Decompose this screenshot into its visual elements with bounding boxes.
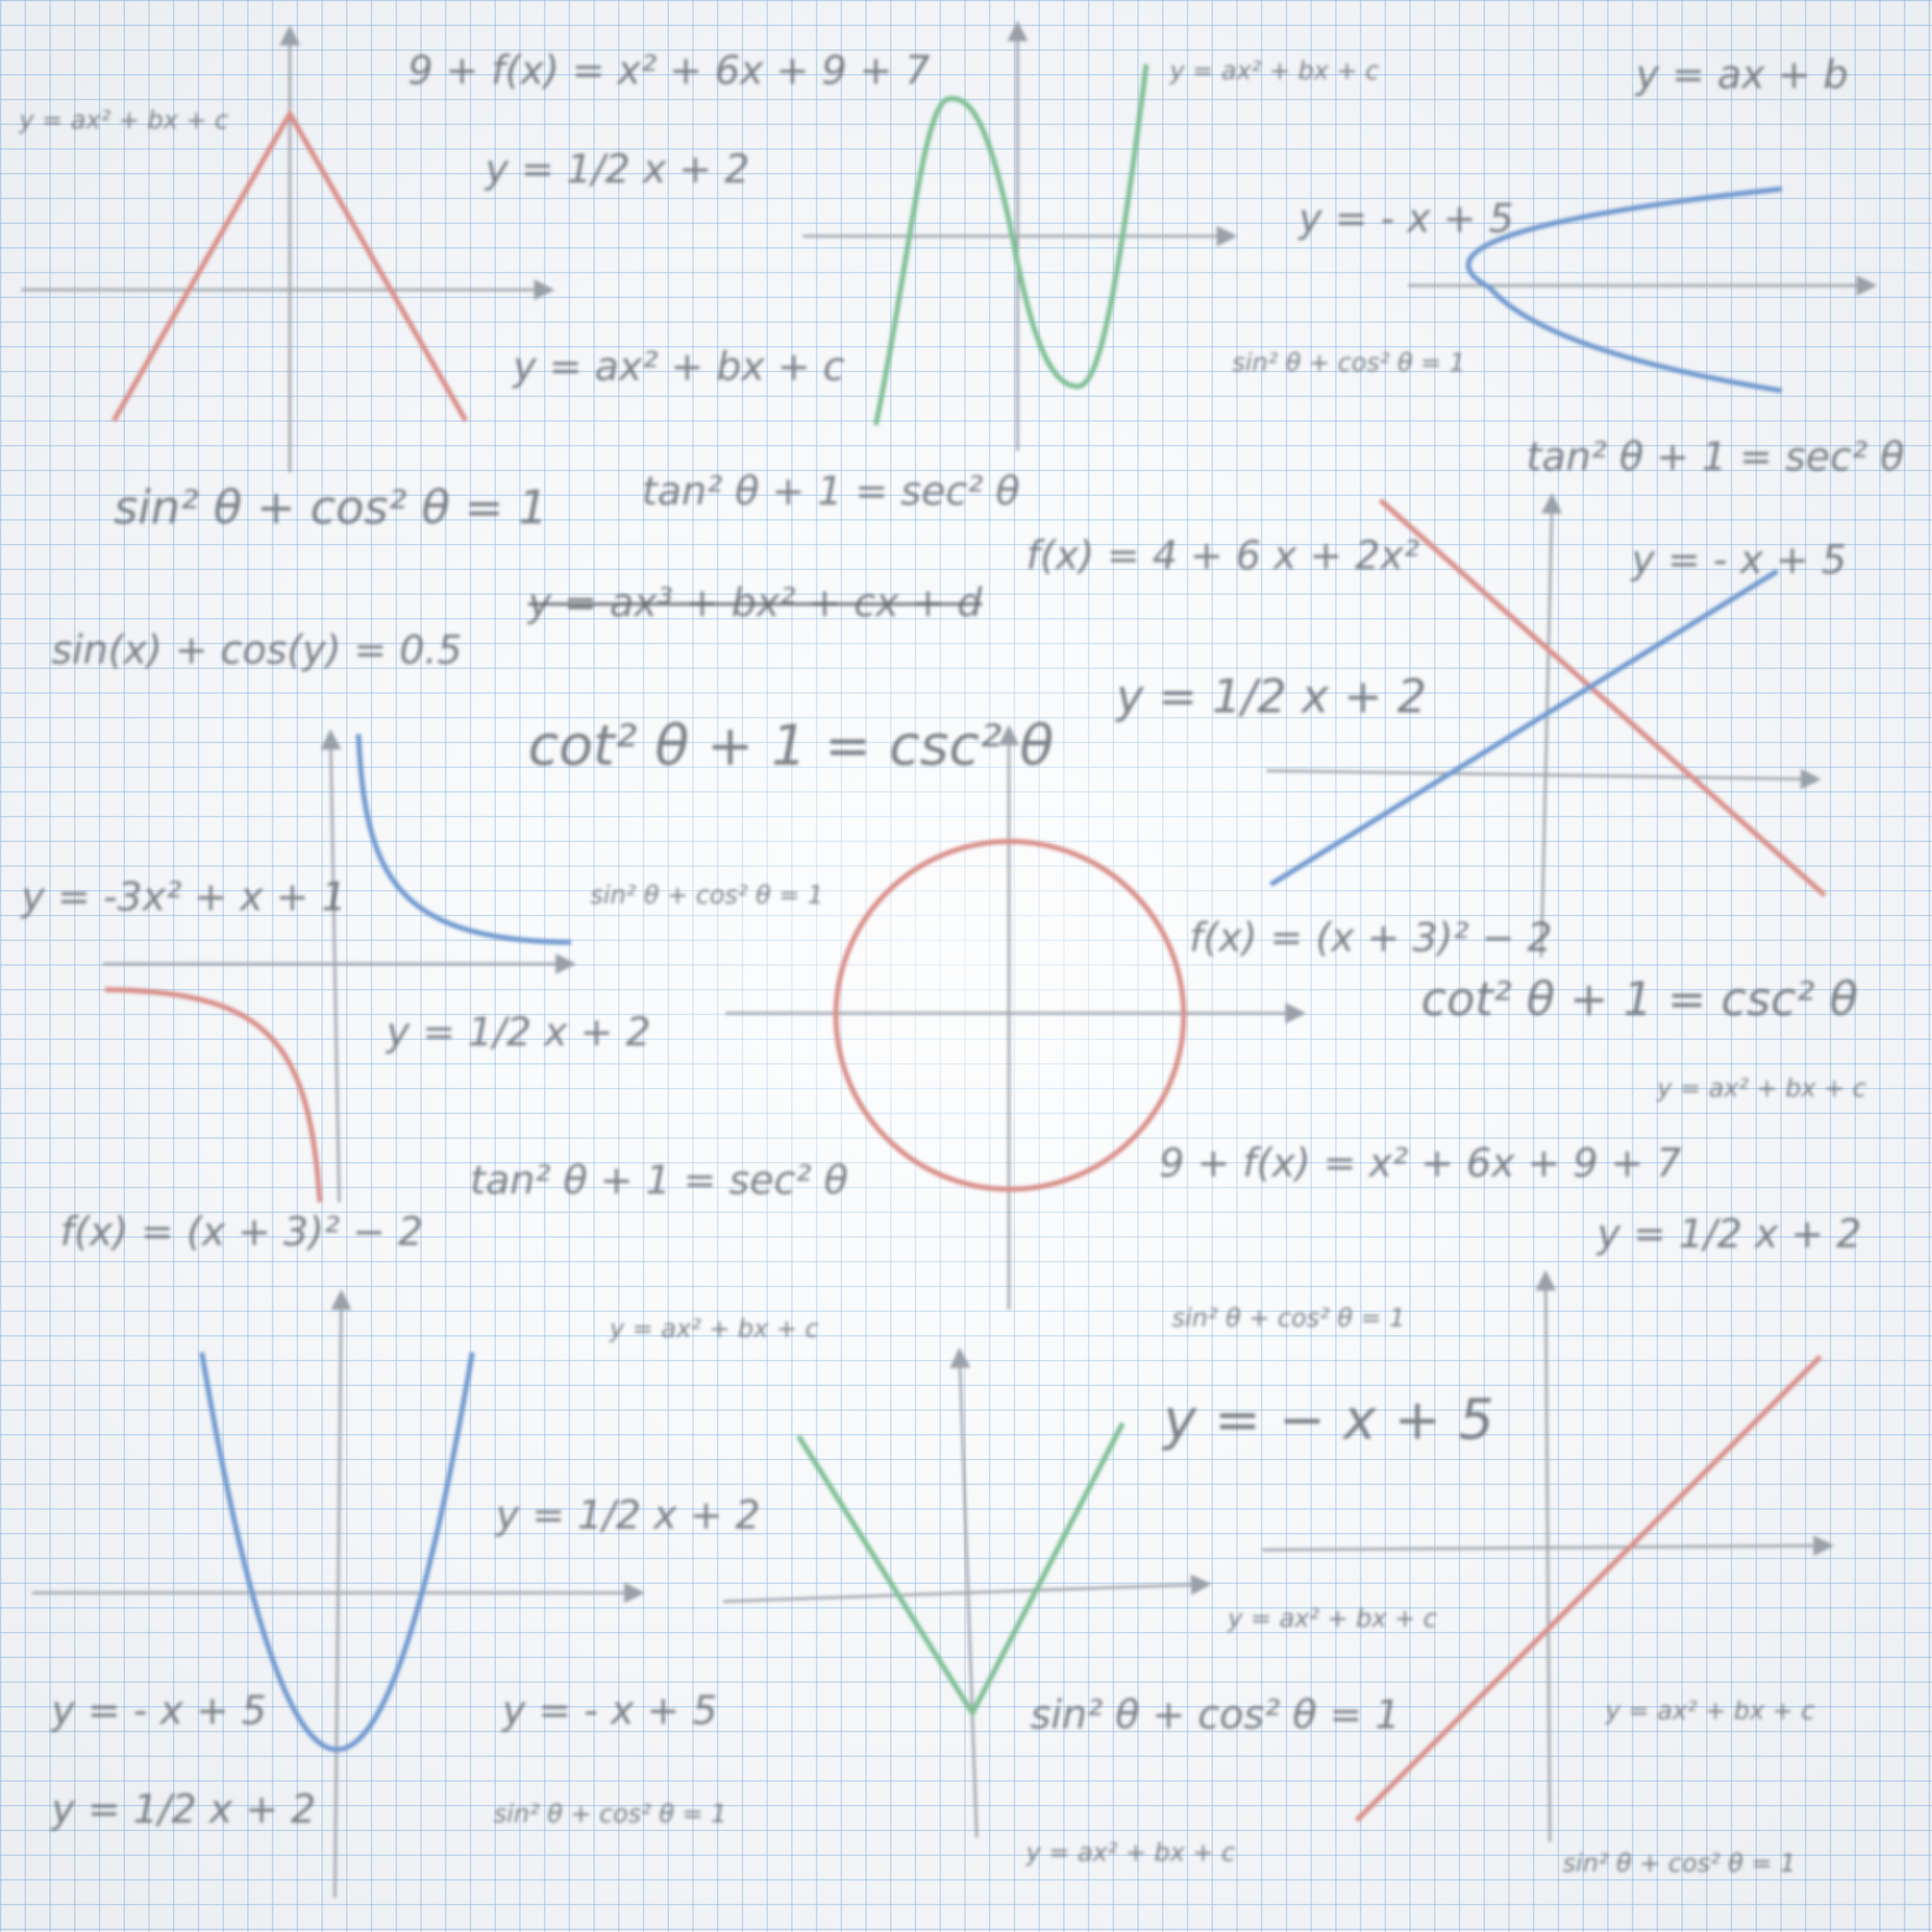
equation-text: y = ax² + bx + c xyxy=(19,105,228,134)
equation-text: y = ax² + bx + c xyxy=(513,343,845,389)
y-axis xyxy=(1540,493,1562,958)
equation-text: 9 + f(x) = x² + 6x + 9 + 7 xyxy=(408,47,930,93)
equation-text: y = − x + 5 xyxy=(1163,1387,1494,1452)
red-branch xyxy=(105,987,322,1203)
equation-text: y = - x + 5 xyxy=(502,1687,718,1733)
parabola-graph xyxy=(32,1289,645,1898)
equation-text: y = ax² + bx + c xyxy=(1657,1073,1866,1103)
curve xyxy=(111,108,468,422)
x-axis xyxy=(723,1574,1212,1603)
circle-curve xyxy=(833,839,1186,1192)
equation-text: cot² θ + 1 = csc² θ xyxy=(528,713,1054,778)
curve xyxy=(199,1352,475,1752)
equation-text: sin² θ + cos² θ = 1 xyxy=(114,481,548,535)
equation-text: sin² θ + cos² θ = 1 xyxy=(590,880,823,909)
equation-text: sin² θ + cos² θ = 1 xyxy=(494,1799,727,1828)
curve xyxy=(873,64,1149,426)
equation-text: sin² θ + cos² θ = 1 xyxy=(1232,348,1465,377)
equation-text: y = - x + 5 xyxy=(1299,195,1514,241)
blue-branch xyxy=(356,734,571,945)
x-axis xyxy=(1262,1535,1834,1556)
equation-text: tan² θ + 1 = sec² θ xyxy=(1526,434,1905,480)
equation-text: tan² θ + 1 = sec² θ xyxy=(642,468,1020,514)
equation-text: f(x) = (x + 3)² − 2 xyxy=(1189,914,1552,960)
equation-text: y = 1/2 x + 2 xyxy=(1116,670,1427,723)
equation-text-struck: y = ax³ + bx² + cx + d xyxy=(528,580,982,626)
equation-text: tan² θ + 1 = sec² θ xyxy=(470,1157,848,1203)
equation-text: sin(x) + cos(y) = 0.5 xyxy=(52,627,462,673)
equation-text: y = ax² + bx + c xyxy=(1026,1838,1235,1867)
x-axis xyxy=(1266,769,1821,790)
equation-text: y = - x + 5 xyxy=(52,1687,267,1733)
equation-text: cot² θ + 1 = csc² θ xyxy=(1421,972,1858,1026)
hyperbola-graph xyxy=(103,729,576,1203)
equation-text: f(x) = 4 + 6 x + 2x² xyxy=(1026,532,1419,578)
blue-line xyxy=(1269,568,1779,887)
circle-graph xyxy=(726,725,1306,1309)
equation-text: y = 1/2 x + 2 xyxy=(485,146,750,192)
equation-text: y = -3x² + x + 1 xyxy=(21,874,347,920)
equation-text: y = 1/2 x + 2 xyxy=(1597,1211,1862,1257)
equation-text: y = - x + 5 xyxy=(1631,537,1847,583)
diagonal-line-graph xyxy=(1262,1270,1834,1842)
equation-text: y = 1/2 x + 2 xyxy=(496,1492,760,1538)
equation-text: y = ax² + bx + c xyxy=(1228,1604,1437,1633)
cubic-graph xyxy=(803,21,1237,451)
equation-text: y = 1/2 x + 2 xyxy=(386,1009,651,1055)
equation-text: sin² θ + cos² θ = 1 xyxy=(1172,1303,1405,1332)
red-line xyxy=(1379,498,1826,897)
equation-text: y = ax + b xyxy=(1636,52,1848,97)
curve xyxy=(1355,1355,1823,1823)
crossing-lines-graph xyxy=(1266,493,1826,958)
curve xyxy=(796,1422,1125,1719)
abs-valley-graph xyxy=(723,1347,1212,1838)
equation-text: y = ax² + bx + c xyxy=(1606,1696,1815,1725)
y-axis xyxy=(1535,1270,1556,1842)
y-axis xyxy=(320,729,341,1203)
equation-text: y = ax² + bx + c xyxy=(1170,56,1379,85)
equation-text: y = 1/2 x + 2 xyxy=(52,1786,316,1832)
equation-text: y = ax² + bx + c xyxy=(610,1314,819,1343)
y-axis xyxy=(950,1347,978,1838)
equation-text: sin² θ + cos² θ = 1 xyxy=(1563,1848,1796,1877)
abs-peak-graph xyxy=(21,25,555,472)
equation-text: 9 + f(x) = x² + 6x + 9 + 7 xyxy=(1159,1140,1682,1186)
equation-text: sin² θ + cos² θ = 1 xyxy=(1030,1692,1400,1738)
curve xyxy=(1466,186,1782,393)
y-axis xyxy=(331,1289,352,1898)
sideways-parabola-graph xyxy=(1408,186,1877,393)
equation-text: f(x) = (x + 3)² − 2 xyxy=(60,1209,423,1255)
